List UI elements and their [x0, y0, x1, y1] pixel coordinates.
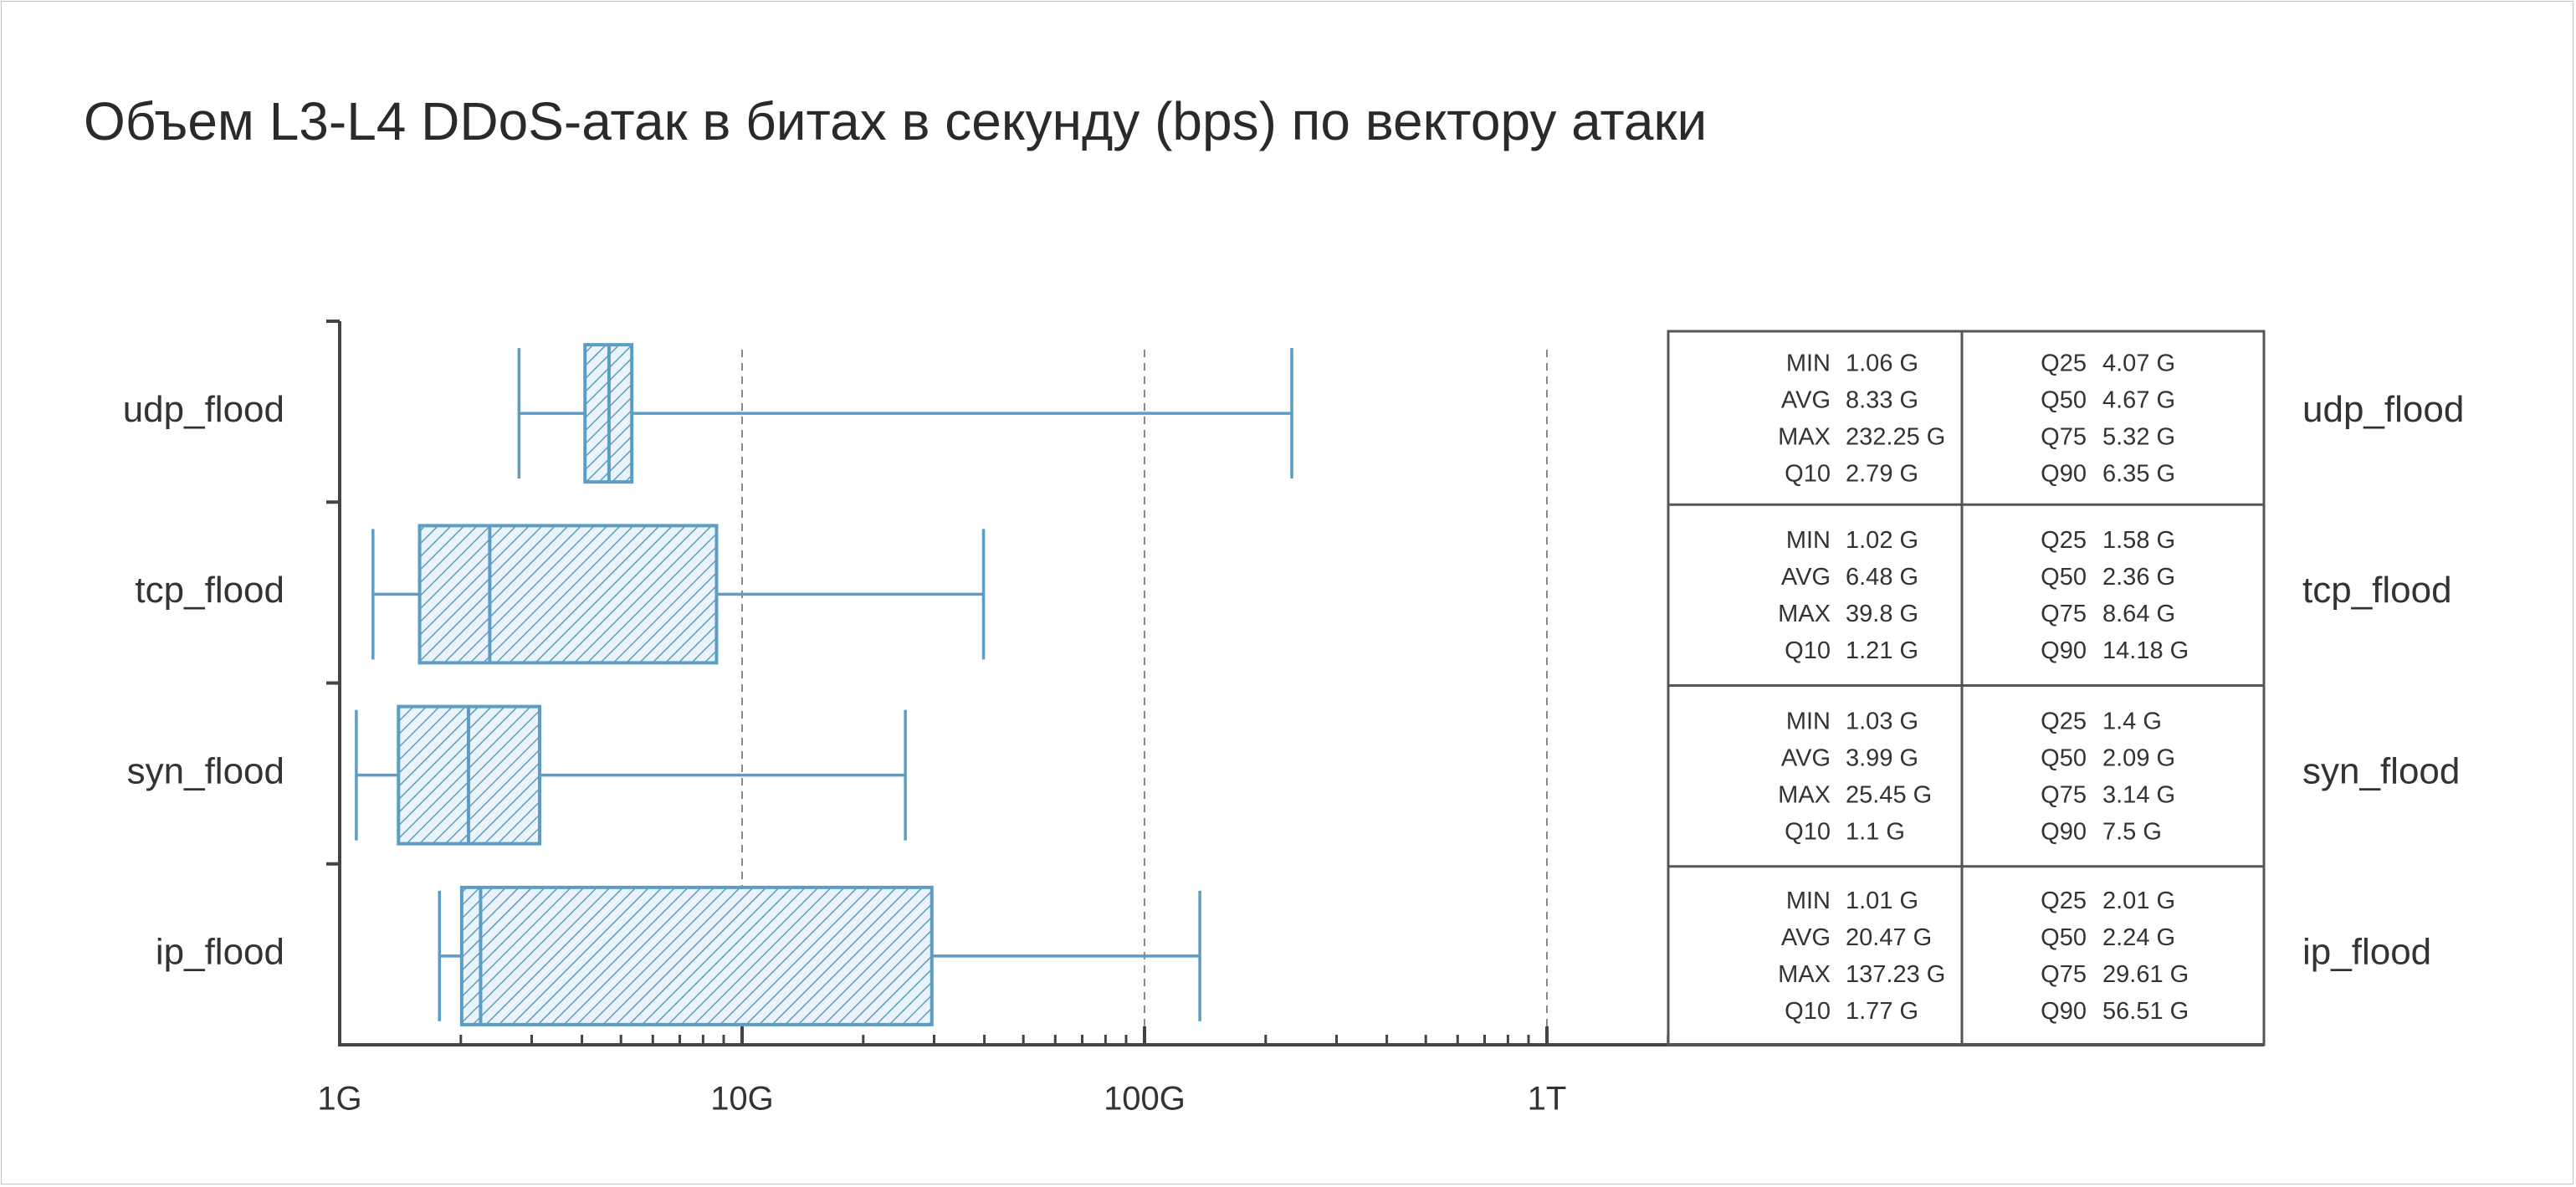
- stat-value: 25.45 G: [1846, 781, 1932, 808]
- stat-key: Q90: [2041, 637, 2087, 664]
- stat-key: Q50: [2041, 744, 2087, 771]
- stat-value: 3.99 G: [1846, 744, 1918, 771]
- stat-value: 2.79 G: [1846, 460, 1918, 487]
- category-label-left-tcp_flood: tcp_flood: [135, 570, 284, 611]
- category-label-left-ip_flood: ip_flood: [156, 932, 284, 973]
- stat-value: 137.23 G: [1846, 961, 1945, 988]
- stat-key: AVG: [1781, 386, 1831, 413]
- category-label-right-syn_flood: syn_flood: [2302, 750, 2460, 791]
- x-tick-label-1T: 1T: [1528, 1081, 1567, 1118]
- stat-value: 1.21 G: [1846, 637, 1918, 664]
- box-tcp_flood: [371, 524, 986, 665]
- stat-key: Q10: [1785, 998, 1831, 1025]
- stat-value: 2.09 G: [2102, 744, 2175, 771]
- category-label-left-udp_flood: udp_flood: [123, 389, 284, 430]
- stat-key: Q75: [2041, 961, 2087, 988]
- stat-key: Q90: [2041, 818, 2087, 845]
- stat-value: 3.14 G: [2102, 781, 2175, 808]
- stats-cell-tcp_flood: MIN 1.02 G AVG 6.48 G MAX 39.8 G Q10 1.21 G Q25 1…: [1778, 527, 2189, 664]
- stat-key: AVG: [1781, 744, 1831, 771]
- stat-value: 1.58 G: [2102, 527, 2175, 554]
- stat-key: Q50: [2041, 924, 2087, 951]
- category-label-right-udp_flood: udp_flood: [2302, 389, 2464, 430]
- stat-value: 8.64 G: [2102, 601, 2175, 627]
- stat-value: 2.24 G: [2102, 924, 2175, 951]
- stat-key: MAX: [1778, 601, 1831, 627]
- stat-value: 1.4 G: [2102, 708, 2162, 734]
- stat-value: 7.5 G: [2102, 818, 2162, 845]
- stat-value: 1.1 G: [1846, 818, 1905, 845]
- stat-key: Q75: [2041, 601, 2087, 627]
- stat-key: Q90: [2041, 460, 2087, 487]
- box-syn_flood: [355, 704, 907, 846]
- stat-value: 56.51 G: [2102, 998, 2189, 1025]
- stat-key: Q10: [1785, 460, 1831, 487]
- stat-key: Q50: [2041, 386, 2087, 413]
- iqr-box: [459, 885, 934, 1026]
- stat-key: Q10: [1785, 818, 1831, 845]
- stat-key: Q25: [2041, 888, 2087, 914]
- stat-key: AVG: [1781, 924, 1831, 951]
- stat-value: 6.48 G: [1846, 564, 1918, 591]
- stats-cell-syn_flood: MIN 1.03 G AVG 3.99 G MAX 25.45 G Q10 1.1 G Q25 1…: [1778, 708, 2175, 845]
- stats-cell-udp_flood: MIN 1.06 G AVG 8.33 G MAX 232.25 G Q10 2.79 G Q2…: [1778, 350, 2175, 487]
- stat-value: 1.06 G: [1846, 350, 1918, 376]
- stat-key: Q75: [2041, 781, 2087, 808]
- stat-value: 39.8 G: [1846, 601, 1918, 627]
- stat-value: 2.01 G: [2102, 888, 2175, 914]
- category-label-left-syn_flood: syn_flood: [127, 750, 284, 791]
- stat-value: 6.35 G: [2102, 460, 2175, 487]
- stat-key: Q90: [2041, 998, 2087, 1025]
- stat-value: 8.33 G: [1846, 386, 1918, 413]
- x-tick-label-1G: 1G: [317, 1081, 361, 1118]
- stat-value: 20.47 G: [1846, 924, 1932, 951]
- stats-cell-ip_flood: MIN 1.01 G AVG 20.47 G MAX 137.23 G Q10 1.77 G Q…: [1778, 888, 2189, 1025]
- stat-key: MAX: [1778, 961, 1831, 988]
- stat-value: 4.07 G: [2102, 350, 2175, 376]
- stat-value: 1.01 G: [1846, 888, 1918, 914]
- stat-key: AVG: [1781, 564, 1831, 591]
- stat-key: Q25: [2041, 527, 2087, 554]
- stat-value: 29.61 G: [2102, 961, 2189, 988]
- stat-value: 5.32 G: [2102, 423, 2175, 450]
- stats-table-border: [1667, 330, 2266, 1046]
- category-label-right-ip_flood: ip_flood: [2302, 932, 2431, 973]
- stat-value: 1.77 G: [1846, 998, 1918, 1025]
- box-ip_flood: [438, 885, 1201, 1026]
- chart-title: Объем L3-L4 DDoS-атак в битах в секунду …: [84, 91, 1708, 151]
- stat-key: Q75: [2041, 423, 2087, 450]
- stat-key: Q25: [2041, 708, 2087, 734]
- stat-value: 232.25 G: [1846, 423, 1945, 450]
- box-udp_flood: [517, 343, 1293, 484]
- stat-value: 1.03 G: [1846, 708, 1918, 734]
- stat-value: 4.67 G: [2102, 386, 2175, 413]
- stat-key: Q25: [2041, 350, 2087, 376]
- stat-value: 14.18 G: [2102, 637, 2189, 664]
- stat-key: MIN: [1786, 888, 1831, 914]
- category-label-right-tcp_flood: tcp_flood: [2302, 570, 2452, 611]
- stat-value: 1.02 G: [1846, 527, 1918, 554]
- stat-key: MAX: [1778, 423, 1831, 450]
- iqr-box: [417, 524, 719, 665]
- stat-value: 2.36 G: [2102, 564, 2175, 591]
- stat-key: MIN: [1786, 350, 1831, 376]
- stat-key: Q10: [1785, 637, 1831, 664]
- x-tick-label-10G: 10G: [710, 1081, 774, 1118]
- x-tick-label-100G: 100G: [1104, 1081, 1186, 1118]
- stat-key: MIN: [1786, 708, 1831, 734]
- stat-key: MAX: [1778, 781, 1831, 808]
- stat-key: MIN: [1786, 527, 1831, 554]
- stat-key: Q50: [2041, 564, 2087, 591]
